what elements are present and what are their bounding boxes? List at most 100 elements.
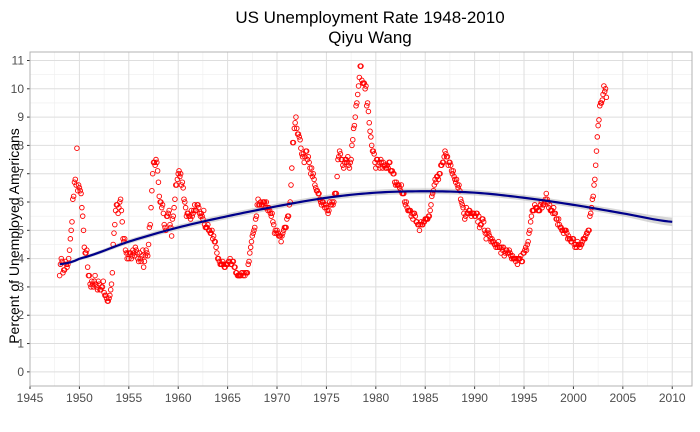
data-point	[135, 258, 142, 265]
data-point	[418, 219, 424, 225]
data-point	[412, 213, 419, 219]
data-point	[121, 236, 128, 242]
data-point	[307, 165, 313, 171]
data-point	[330, 202, 336, 208]
data-point	[450, 168, 456, 174]
data-point	[416, 227, 423, 234]
data-point	[519, 258, 526, 265]
data-point	[280, 230, 286, 236]
data-point	[312, 185, 319, 191]
data-point	[472, 213, 479, 219]
data-point	[401, 199, 408, 205]
data-point	[156, 193, 163, 200]
data-point	[495, 238, 502, 245]
data-point	[152, 162, 158, 168]
data-point	[309, 173, 316, 180]
data-point	[101, 289, 107, 296]
data-point	[270, 219, 276, 225]
data-point	[522, 244, 529, 251]
data-point	[224, 261, 231, 268]
data-point	[480, 216, 486, 222]
data-point	[303, 148, 310, 154]
data-point	[107, 287, 114, 293]
x-tick-label: 1970	[264, 391, 291, 405]
data-point	[298, 151, 305, 157]
data-point	[345, 153, 351, 160]
data-point	[331, 199, 337, 205]
data-point	[186, 213, 193, 219]
data-point	[599, 97, 606, 103]
x-tick-label: 1960	[165, 391, 192, 405]
data-point	[177, 173, 183, 180]
data-point	[578, 241, 585, 248]
data-point	[246, 258, 252, 265]
data-point	[389, 168, 396, 174]
data-point	[172, 196, 178, 202]
data-point	[297, 136, 303, 143]
data-point	[351, 122, 358, 129]
data-point	[291, 125, 298, 132]
data-point	[86, 272, 93, 279]
data-point	[179, 179, 186, 185]
data-point	[334, 173, 340, 180]
y-tick-label: 0	[17, 365, 24, 379]
x-tick-label: 1965	[214, 391, 241, 405]
data-point	[361, 80, 368, 86]
chart-subtitle: Qiyu Wang	[328, 28, 411, 47]
data-point	[267, 210, 274, 217]
data-point	[106, 295, 112, 302]
data-point	[78, 190, 84, 197]
data-point	[245, 261, 251, 268]
data-point	[593, 148, 600, 154]
data-point	[525, 238, 531, 245]
data-point	[84, 247, 90, 253]
data-point	[417, 221, 424, 228]
data-point	[210, 233, 217, 239]
data-point	[196, 204, 202, 211]
data-point	[362, 86, 368, 92]
data-point	[60, 270, 66, 276]
y-tick-label: 4	[17, 252, 24, 266]
data-point	[87, 281, 93, 287]
panel-border	[29, 51, 693, 387]
data-point	[220, 261, 227, 268]
data-point	[340, 162, 346, 168]
data-point	[543, 190, 550, 197]
data-point	[285, 213, 292, 219]
y-tick-label: 11	[12, 53, 25, 67]
data-point	[89, 281, 96, 287]
data-point	[411, 210, 418, 217]
data-point	[402, 202, 409, 208]
data-point	[149, 170, 156, 177]
data-point	[409, 210, 415, 217]
data-point	[103, 295, 110, 302]
data-point	[75, 187, 81, 194]
data-point	[375, 162, 382, 168]
data-point	[346, 165, 353, 171]
data-point	[250, 230, 256, 236]
data-point	[449, 170, 456, 177]
data-point	[144, 253, 151, 259]
data-point	[563, 227, 569, 234]
y-tick-label: 6	[17, 195, 24, 209]
data-point	[212, 238, 219, 245]
data-point	[269, 210, 275, 217]
data-point	[424, 216, 431, 222]
x-tick-label: 1980	[362, 391, 389, 405]
data-point	[312, 182, 318, 188]
x-tick-label: 1945	[17, 391, 44, 405]
data-point	[326, 199, 333, 205]
data-point	[403, 199, 410, 205]
data-point	[310, 170, 316, 177]
data-point	[335, 156, 341, 163]
data-point	[123, 250, 130, 256]
data-point	[376, 159, 382, 166]
data-point	[215, 255, 222, 262]
data-point	[70, 193, 77, 200]
data-point	[587, 210, 594, 217]
data-point	[586, 227, 592, 234]
data-point	[79, 213, 86, 219]
data-point	[440, 159, 447, 166]
data-point	[102, 292, 109, 299]
data-point	[71, 179, 78, 185]
